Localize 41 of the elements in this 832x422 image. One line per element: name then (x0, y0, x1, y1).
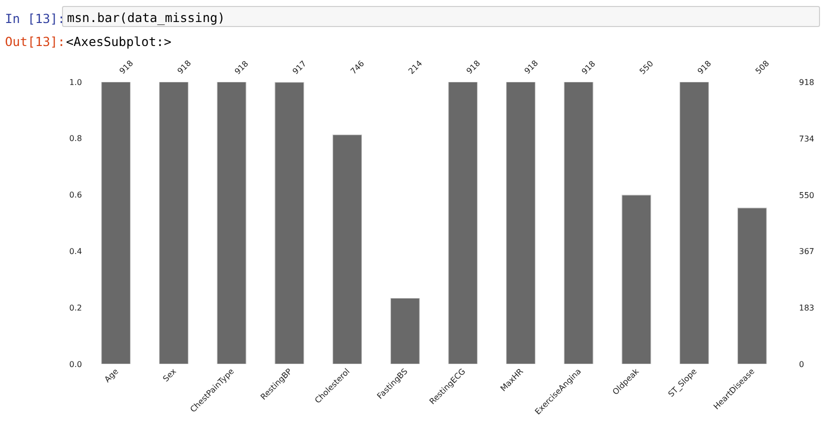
data-label: 214 (406, 58, 424, 76)
bar (101, 82, 131, 364)
bar (274, 82, 304, 364)
y-tick-label: 0.4 (69, 247, 82, 256)
y-tick-label: 0.6 (69, 190, 82, 200)
data-label: 918 (233, 59, 250, 76)
bar (506, 82, 536, 364)
data-label: 746 (348, 58, 366, 76)
y-tick-label: 0.0 (69, 360, 82, 369)
y2-tick-label: 550 (799, 190, 814, 200)
y-tick-label: 0.2 (69, 303, 82, 312)
data-label: 918 (176, 58, 193, 76)
data-label: 918 (522, 58, 540, 76)
data-label: 918 (580, 59, 598, 76)
bar (564, 82, 594, 364)
y-tick-label: 0.8 (69, 134, 82, 144)
y2-tick-label: 734 (799, 134, 814, 144)
data-label: 918 (118, 58, 135, 76)
data-label: 918 (696, 58, 714, 76)
bar (737, 208, 767, 364)
y-tick-label: 1.0 (69, 78, 82, 87)
bar (448, 82, 478, 364)
text: <AxesSubplot:> (66, 34, 172, 49)
x-tick-label: Sex (161, 366, 178, 384)
bar (622, 194, 652, 364)
y2-tick-label: 918 (799, 78, 814, 87)
data-label: 508 (754, 58, 772, 76)
data-label: 918 (464, 58, 482, 76)
bar (216, 82, 246, 364)
x-tick-label: Age (102, 366, 120, 384)
y2-tick-label: 183 (799, 304, 814, 313)
text: Out[13]: (5, 34, 66, 49)
data-label: 917 (290, 59, 308, 76)
y2-tick-label: 0 (799, 360, 804, 369)
code-cell: msn.bar(data_missing) (62, 6, 820, 27)
data-label: 550 (638, 59, 656, 76)
y2-tick-label: 367 (799, 247, 814, 256)
bar (390, 298, 420, 364)
bar (332, 134, 362, 364)
bar (158, 82, 189, 364)
bar (679, 82, 710, 364)
